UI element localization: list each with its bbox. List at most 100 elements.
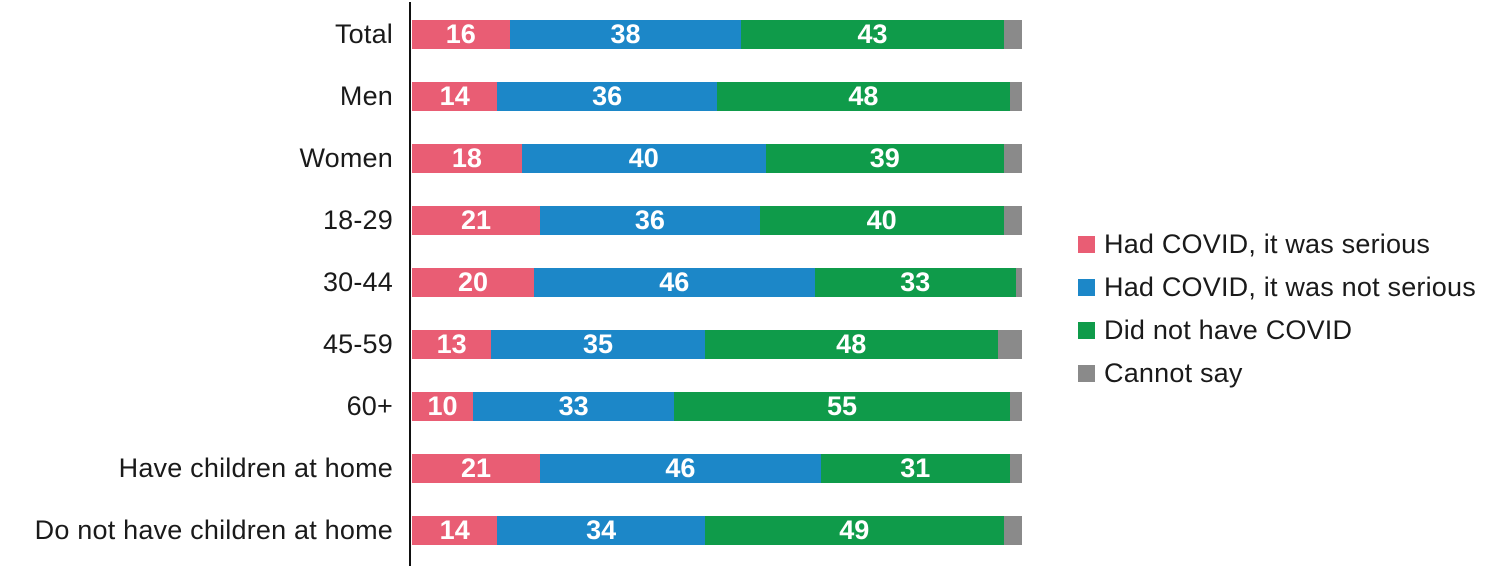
bar-segment: 33 — [473, 391, 675, 421]
bar-value-label: 48 — [848, 81, 879, 111]
bar-value-label: 34 — [586, 515, 617, 545]
legend-label: Had COVID, it was serious — [1104, 229, 1431, 259]
bar-track: 10 33 55 — [412, 391, 1022, 421]
category-label: Do not have children at home — [34, 514, 393, 545]
bar-track: 20 46 33 — [412, 267, 1022, 297]
legend-swatch-icon — [1078, 279, 1095, 296]
category-label: 60+ — [346, 390, 393, 421]
bar-segment: 18 — [412, 143, 522, 173]
bar-row: 45-59 13 35 48 — [0, 313, 1022, 375]
bar-segment — [1003, 19, 1022, 49]
bar-row: Have children at home 21 46 31 — [0, 437, 1022, 499]
bar-track: 14 36 48 — [412, 81, 1022, 111]
legend-item: Cannot say — [1078, 358, 1476, 389]
bar-value-label: 40 — [628, 143, 659, 173]
bar-track: 16 38 43 — [412, 19, 1022, 49]
category-label: 18-29 — [322, 204, 393, 235]
bar-value-label: 39 — [869, 143, 900, 173]
bar-track: 21 36 40 — [412, 205, 1022, 235]
bar-row: 18-29 21 36 40 — [0, 189, 1022, 251]
bar-value-label: 35 — [583, 329, 614, 359]
bar-value-label: 10 — [427, 391, 458, 421]
bar-value-label: 49 — [839, 515, 870, 545]
bar-value-label: 14 — [439, 515, 470, 545]
legend-label: Did not have COVID — [1104, 315, 1353, 345]
bar-segment: 35 — [491, 329, 705, 359]
bar-value-label: 33 — [558, 391, 589, 421]
bar-segment — [997, 329, 1022, 359]
bar-segment: 39 — [765, 143, 1004, 173]
bar-segment: 21 — [412, 205, 541, 235]
bar-value-label: 46 — [665, 453, 696, 483]
bar-row: Men 14 36 48 — [0, 65, 1022, 127]
bar-segment: 49 — [704, 515, 1004, 545]
bar-segment: 55 — [674, 391, 1010, 421]
bar-segment — [1009, 453, 1022, 483]
bar-value-label: 38 — [610, 19, 641, 49]
y-axis-line — [409, 2, 411, 566]
bar-segment: 48 — [704, 329, 998, 359]
bar-segment: 13 — [412, 329, 492, 359]
bar-value-label: 14 — [439, 81, 470, 111]
bar-value-label: 21 — [461, 205, 492, 235]
bar-value-label: 36 — [592, 81, 623, 111]
bar-segment — [1015, 267, 1022, 297]
bar-value-label: 43 — [857, 19, 888, 49]
bar-value-label: 16 — [445, 19, 476, 49]
category-label: Have children at home — [118, 452, 393, 483]
bar-segment: 36 — [540, 205, 760, 235]
bar-value-label: 18 — [451, 143, 482, 173]
category-label: Men — [339, 80, 393, 111]
bar-value-label: 48 — [836, 329, 867, 359]
bar-row: 30-44 20 46 33 — [0, 251, 1022, 313]
bar-value-label: 33 — [900, 267, 931, 297]
bar-segment: 33 — [814, 267, 1016, 297]
bar-segment — [1009, 391, 1022, 421]
legend-swatch-icon — [1078, 322, 1095, 339]
bar-segment: 14 — [412, 81, 498, 111]
bar-rows: Total 16 38 43 Men 14 36 48 Women 18 40 39 18-29 21 36… — [0, 3, 1022, 561]
bar-value-label: 55 — [827, 391, 858, 421]
category-label: Women — [299, 142, 393, 173]
bar-segment: 46 — [540, 453, 821, 483]
category-label: 30-44 — [322, 266, 393, 297]
bar-segment: 46 — [534, 267, 815, 297]
legend-label: Cannot say — [1104, 358, 1243, 388]
bar-value-label: 46 — [659, 267, 690, 297]
bar-segment — [1003, 515, 1022, 545]
bar-segment: 31 — [820, 453, 1010, 483]
legend-item: Had COVID, it was not serious — [1078, 272, 1476, 303]
bar-value-label: 20 — [457, 267, 489, 297]
bar-value-label: 21 — [461, 453, 492, 483]
bar-track: 13 35 48 — [412, 329, 1022, 359]
legend-item: Had COVID, it was serious — [1078, 229, 1476, 260]
legend-swatch-icon — [1078, 365, 1095, 382]
bar-segment: 40 — [759, 205, 1004, 235]
bar-track: 14 34 49 — [412, 515, 1022, 545]
bar-segment: 34 — [497, 515, 705, 545]
legend-swatch-icon — [1078, 236, 1095, 253]
bar-segment: 36 — [497, 81, 717, 111]
bar-segment: 16 — [412, 19, 510, 49]
bar-segment: 14 — [412, 515, 498, 545]
bar-segment — [1009, 81, 1022, 111]
bar-row: Women 18 40 39 — [0, 127, 1022, 189]
bar-value-label: 40 — [866, 205, 897, 235]
bar-segment — [1003, 205, 1022, 235]
bar-segment: 43 — [741, 19, 1004, 49]
bar-segment: 40 — [521, 143, 766, 173]
legend-item: Did not have COVID — [1078, 315, 1476, 346]
bar-segment: 21 — [412, 453, 541, 483]
bar-segment: 20 — [412, 267, 534, 297]
category-label: 45-59 — [322, 328, 393, 359]
bar-row: Do not have children at home 14 34 49 — [0, 499, 1022, 561]
bar-segment: 48 — [716, 81, 1010, 111]
bar-value-label: 31 — [900, 453, 931, 483]
bar-segment — [1003, 143, 1022, 173]
bar-value-label: 36 — [634, 205, 665, 235]
legend-label: Had COVID, it was not serious — [1104, 272, 1476, 302]
category-label: Total — [334, 18, 393, 49]
bar-segment: 38 — [509, 19, 742, 49]
bar-row: Total 16 38 43 — [0, 3, 1022, 65]
